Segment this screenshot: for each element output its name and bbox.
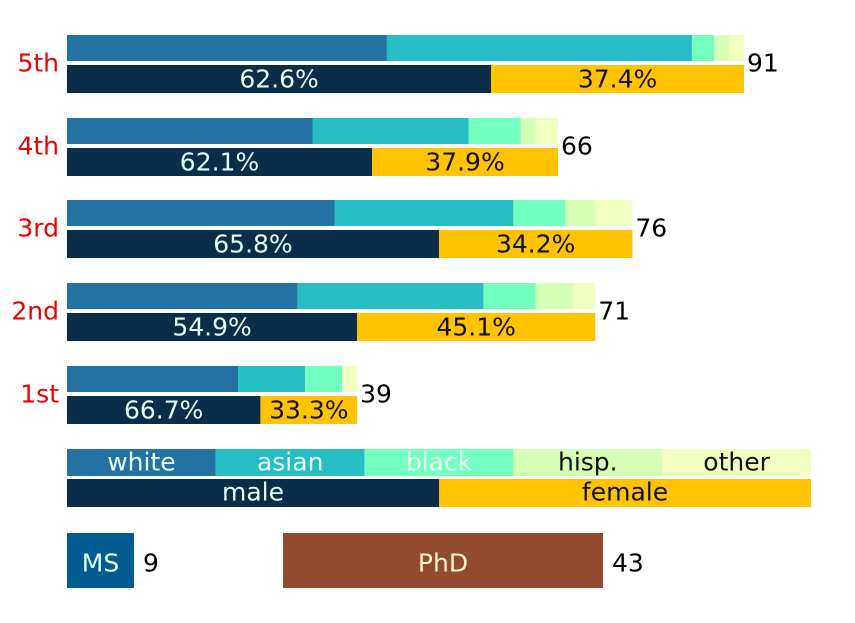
legend-label-black: black [406, 448, 473, 477]
bar-gender-male-5th [67, 65, 492, 93]
bar-gender-female-4th [372, 148, 559, 176]
category-label-1st: 1st [20, 380, 59, 409]
data-label-male-4th: 62.1% [180, 148, 259, 177]
bar-race-hisp-5th [714, 35, 730, 61]
legend-label-male: male [222, 478, 284, 507]
bar-race-other-4th [535, 118, 559, 144]
bar-race-black-4th [468, 118, 521, 144]
data-label-male-2nd: 54.9% [172, 313, 251, 342]
bar-race-white-1st [67, 366, 239, 392]
degree-value-PhD: 43 [612, 549, 644, 578]
bar-race-other-5th [729, 35, 744, 61]
total-label-2nd: 71 [598, 297, 630, 326]
legend-swatch-white [67, 449, 216, 476]
legend-swatch-male [67, 479, 439, 507]
legend-swatch-asian [215, 449, 365, 476]
total-label-4th: 66 [561, 132, 593, 161]
total-label-3rd: 76 [635, 214, 667, 243]
bar-race-asian-3rd [334, 200, 514, 226]
data-label-female-2nd: 45.1% [436, 313, 515, 342]
legend-swatch-black [364, 449, 514, 476]
category-label-4th: 4th [17, 132, 59, 161]
bar-gender-female-1st [260, 396, 358, 424]
bar-race-asian-1st [238, 366, 306, 392]
bar-race-white-2nd [67, 283, 298, 309]
total-label-1st: 39 [360, 380, 392, 409]
bar-degree-label-PhD: PhD [418, 549, 468, 578]
bar-race-white-3rd [67, 200, 335, 226]
legend-label-female: female [582, 478, 668, 507]
bar-race-asian-4th [312, 118, 469, 144]
data-label-female-1st: 33.3% [269, 396, 348, 425]
bar-race-black-5th [691, 35, 715, 61]
data-label-male-5th: 62.6% [239, 65, 318, 94]
category-label-3rd: 3rd [17, 214, 59, 243]
category-label-2nd: 2nd [11, 297, 59, 326]
bar-race-hisp-3rd [565, 200, 596, 226]
data-label-female-3rd: 34.2% [496, 230, 575, 259]
bar-race-asian-2nd [297, 283, 484, 309]
bar-gender-male-4th [67, 148, 373, 176]
bar-race-other-1st [342, 366, 358, 392]
bar-race-black-2nd [483, 283, 536, 309]
bar-gender-male-3rd [67, 230, 439, 258]
data-label-female-4th: 37.9% [425, 148, 504, 177]
bar-race-black-3rd [513, 200, 566, 226]
bar-degree-PhD [283, 533, 603, 588]
bar-degree-MS [67, 533, 134, 588]
bar-gender-female-2nd [357, 313, 596, 341]
bar-gender-male-2nd [67, 313, 358, 341]
legend-swatch-hisp [513, 449, 663, 476]
bar-gender-female-3rd [438, 230, 633, 258]
legend-label-white: white [107, 448, 175, 477]
legend-label-hisp: hisp. [558, 448, 618, 477]
degree-value-MS: 9 [143, 549, 159, 578]
data-label-female-5th: 37.4% [578, 65, 657, 94]
category-label-5th: 5th [17, 49, 59, 78]
data-label-male-1st: 66.7% [124, 396, 203, 425]
total-label-5th: 91 [747, 49, 779, 78]
data-label-male-3rd: 65.8% [213, 230, 292, 259]
bar-race-white-5th [67, 35, 387, 61]
bar-race-white-4th [67, 118, 313, 144]
bar-race-hisp-2nd [535, 283, 573, 309]
legend-swatch-female [439, 479, 811, 507]
bar-race-asian-5th [386, 35, 692, 61]
bar-gender-male-1st [67, 396, 261, 424]
bar-race-black-1st [305, 366, 343, 392]
bar-race-other-2nd [572, 283, 596, 309]
legend-label-other: other [703, 448, 770, 477]
legend-label-asian: asian [257, 448, 323, 477]
bar-race-other-3rd [595, 200, 633, 226]
bar-race-hisp-4th [520, 118, 536, 144]
bar-gender-female-5th [491, 65, 744, 93]
bar-degree-label-MS: MS [82, 549, 119, 578]
legend-swatch-other [662, 449, 811, 476]
